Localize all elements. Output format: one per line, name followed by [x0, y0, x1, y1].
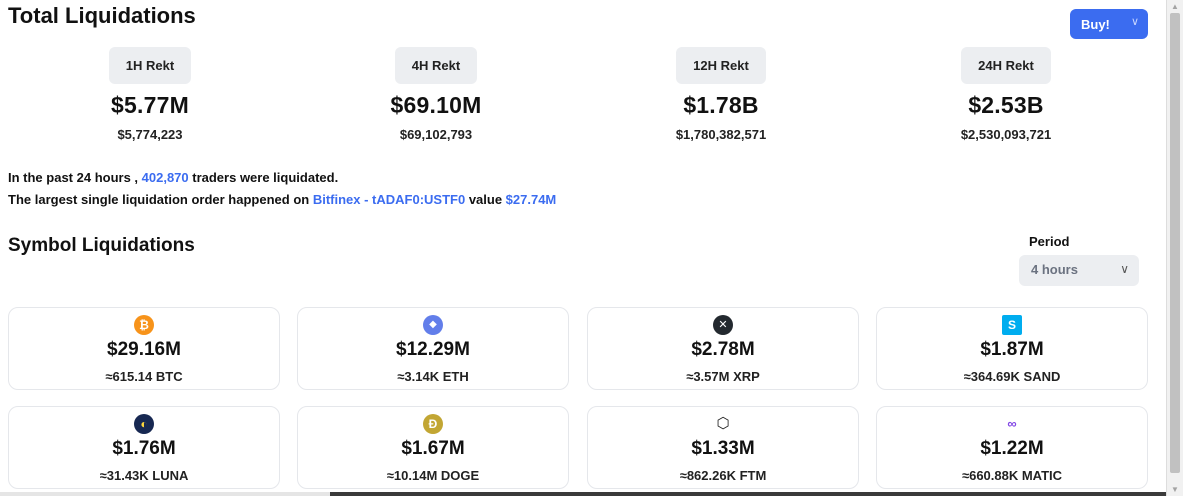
- scrollbar-thumb[interactable]: [1170, 13, 1180, 473]
- liquidations-page: Total Liquidations Buy! ∨ 1H Rekt $5.77M…: [8, 3, 1148, 489]
- symbol-value: $1.33M: [691, 438, 755, 459]
- symbol-value: $1.76M: [112, 438, 176, 459]
- symbol-value: $1.67M: [401, 438, 465, 459]
- symbol-value: $1.22M: [980, 438, 1044, 459]
- rekt-label[interactable]: 12H Rekt: [676, 47, 766, 84]
- rekt-24h: 24H Rekt $2.53B $2,530,093,721: [881, 47, 1131, 142]
- symbol-amount: ≈660.88K MATIC: [961, 468, 1063, 483]
- symbol-card-btc[interactable]: ₿ $29.16M ≈615.14 BTC: [8, 307, 280, 390]
- symbol-card-ftm[interactable]: ⬡ $1.33M ≈862.26K FTM: [587, 406, 859, 489]
- fantom-icon: ⬡: [713, 414, 733, 434]
- vertical-scrollbar[interactable]: ▲ ▼: [1166, 0, 1183, 496]
- symbol-card-xrp[interactable]: ✕ $2.78M ≈3.57M XRP: [587, 307, 859, 390]
- symbol-card-sand[interactable]: S $1.87M ≈364.69K SAND: [876, 307, 1148, 390]
- rekt-label[interactable]: 4H Rekt: [394, 47, 478, 84]
- rekt-label[interactable]: 24H Rekt: [961, 47, 1051, 84]
- rekt-exact-value: $5,774,223: [117, 127, 183, 142]
- rekt-12h: 12H Rekt $1.78B $1,780,382,571: [596, 47, 846, 142]
- symbol-amount: ≈364.69K SAND: [963, 369, 1061, 384]
- symbol-card-matic[interactable]: ∞ $1.22M ≈660.88K MATIC: [876, 406, 1148, 489]
- symbol-amount: ≈3.57M XRP: [686, 369, 760, 384]
- symbol-amount: ≈31.43K LUNA: [99, 468, 189, 483]
- rekt-value: $69.10M: [390, 92, 482, 118]
- symbol-amount: ≈615.14 BTC: [105, 369, 183, 384]
- rekt-value: $1.78B: [683, 92, 759, 118]
- horizontal-scrollbar-thumb[interactable]: [330, 492, 1166, 496]
- horizontal-scrollbar[interactable]: [0, 492, 1166, 496]
- section-title: Symbol Liquidations: [8, 235, 195, 256]
- buy-button-label: Buy!: [1081, 16, 1110, 32]
- rekt-label[interactable]: 1H Rekt: [108, 47, 192, 84]
- scroll-down-icon[interactable]: ▼: [1171, 485, 1179, 494]
- summary-text: value: [465, 192, 506, 207]
- scroll-up-icon[interactable]: ▲: [1171, 2, 1179, 11]
- symbol-value: $2.78M: [691, 339, 755, 360]
- symbol-card-eth[interactable]: ◆ $12.29M ≈3.14K ETH: [297, 307, 569, 390]
- rekt-1h: 1H Rekt $5.77M $5,774,223: [25, 47, 275, 142]
- rekt-value: $2.53B: [968, 92, 1044, 118]
- symbol-value: $12.29M: [396, 339, 470, 360]
- traders-count: 402,870: [141, 170, 189, 185]
- exchange-pair-link[interactable]: Bitfinex - tADAF0:USTF0: [312, 192, 466, 207]
- symbol-amount: ≈10.14M DOGE: [386, 468, 480, 483]
- symbol-card-luna[interactable]: ◐ $1.76M ≈31.43K LUNA: [8, 406, 280, 489]
- bitcoin-icon: ₿: [134, 315, 154, 335]
- chevron-down-icon: ∨: [1130, 16, 1139, 28]
- largest-order-value: $27.74M: [505, 192, 557, 207]
- chevron-down-icon: ∨: [1120, 262, 1129, 276]
- period-select[interactable]: 4 hours ∨: [1019, 255, 1139, 286]
- summary-text: traders were liquidated.: [188, 170, 339, 185]
- symbol-amount: ≈862.26K FTM: [679, 468, 767, 483]
- symbol-card-doge[interactable]: Ð $1.67M ≈10.14M DOGE: [297, 406, 569, 489]
- sand-icon: S: [1002, 315, 1022, 335]
- period-value: 4 hours: [1031, 262, 1078, 277]
- symbol-value: $29.16M: [107, 339, 181, 360]
- rekt-exact-value: $69,102,793: [399, 127, 473, 142]
- rekt-exact-value: $1,780,382,571: [675, 127, 767, 142]
- polygon-icon: ∞: [1002, 414, 1022, 434]
- rekt-4h: 4H Rekt $69.10M $69,102,793: [311, 47, 561, 142]
- period-label: Period: [1029, 234, 1070, 249]
- summary-text: The largest single liquidation order hap…: [8, 192, 313, 207]
- symbol-value: $1.87M: [980, 339, 1044, 360]
- xrp-icon: ✕: [713, 315, 733, 335]
- doge-icon: Ð: [423, 414, 443, 434]
- ethereum-icon: ◆: [423, 315, 443, 335]
- largest-order-summary: The largest single liquidation order hap…: [8, 192, 556, 207]
- page-title: Total Liquidations: [8, 3, 196, 28]
- summary-text: In the past 24 hours ,: [8, 170, 142, 185]
- traders-summary: In the past 24 hours , 402,870 traders w…: [8, 170, 338, 185]
- buy-button[interactable]: Buy! ∨: [1070, 9, 1148, 39]
- rekt-value: $5.77M: [111, 92, 189, 118]
- luna-icon: ◐: [134, 414, 154, 434]
- symbol-amount: ≈3.14K ETH: [397, 369, 469, 384]
- rekt-exact-value: $2,530,093,721: [960, 127, 1052, 142]
